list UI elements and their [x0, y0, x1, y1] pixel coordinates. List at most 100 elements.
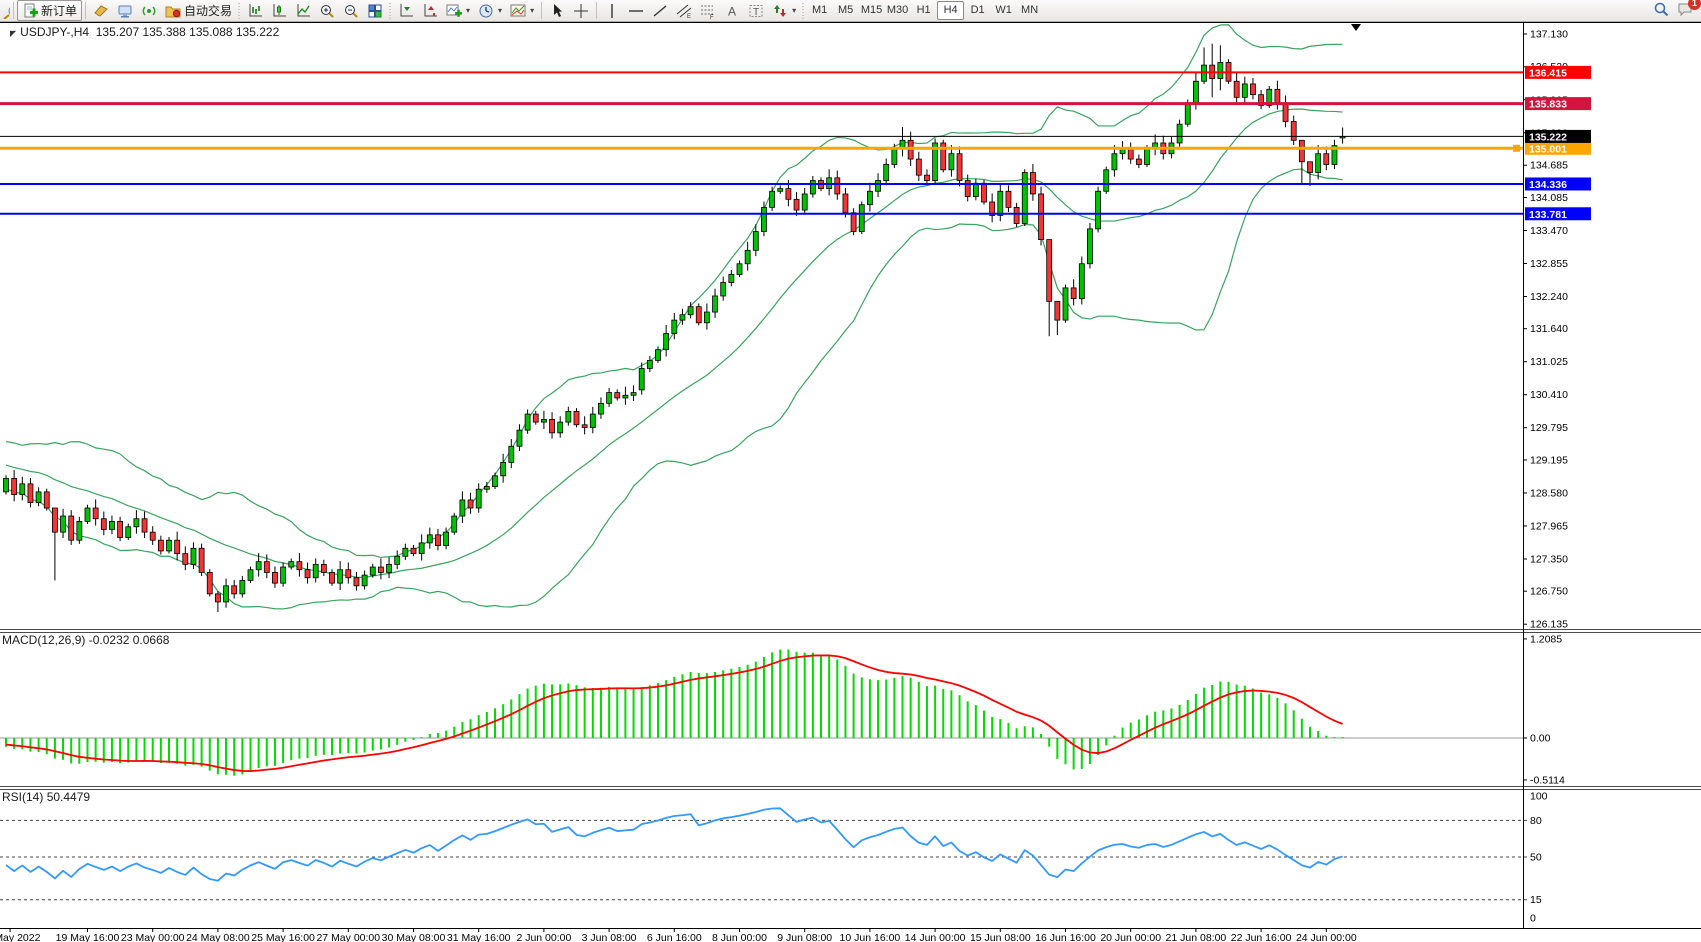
candle	[369, 566, 376, 576]
candle	[353, 577, 360, 587]
tf-W1[interactable]: W1	[995, 4, 1012, 16]
candle	[1290, 121, 1297, 141]
trendline-button[interactable]	[648, 1, 672, 20]
candle	[280, 566, 287, 584]
market-watch-icon	[118, 5, 132, 17]
tf-M5[interactable]: M5	[837, 4, 854, 16]
rsi-pane	[5, 807, 1343, 882]
candle	[320, 563, 327, 573]
vertical-line-button[interactable]	[600, 1, 624, 20]
tf-M1[interactable]: M1	[811, 4, 828, 16]
styler-button[interactable]	[89, 1, 113, 20]
time-tick-label: 23 May 00:00	[121, 932, 185, 942]
price-line-badge	[1525, 207, 1591, 221]
indicator-window-button[interactable]	[394, 1, 418, 20]
chart-shift-marker[interactable]	[1351, 24, 1361, 31]
candle	[361, 574, 368, 587]
tile-windows-button[interactable]	[363, 1, 387, 20]
time-tick-label: 24 May 08:00	[186, 932, 250, 942]
candle	[239, 580, 246, 595]
tf-D1[interactable]: D1	[970, 4, 985, 16]
chevron-down-icon: ▾	[466, 6, 471, 15]
arrows-button[interactable]: ▾	[768, 1, 800, 20]
add-indicator-button[interactable]: ▾	[442, 1, 474, 20]
search-icon[interactable]	[1653, 1, 1669, 17]
candle	[606, 392, 612, 404]
candle	[924, 174, 930, 181]
signals-button[interactable]	[137, 1, 161, 20]
tf-H1[interactable]: H1	[916, 4, 931, 16]
candle	[3, 478, 9, 493]
notification-badge: 1	[1688, 0, 1701, 10]
time-tick-label: 14 Jun 00:00	[905, 932, 966, 942]
time-tick-label: 24 Jun 00:00	[1296, 932, 1357, 942]
hline-handle[interactable]	[1513, 144, 1520, 152]
zoom-in-button[interactable]	[315, 1, 339, 20]
candle	[1241, 83, 1248, 98]
candle	[337, 569, 344, 584]
candle	[1046, 239, 1053, 302]
price-tick-label: 131.025	[1530, 356, 1568, 368]
period-button[interactable]: ▾	[474, 1, 506, 20]
candle	[1274, 88, 1281, 104]
candle	[581, 424, 588, 428]
tf-H4[interactable]: H4	[937, 1, 965, 20]
fibonacci-button[interactable]: F	[696, 1, 720, 20]
crosshair-button[interactable]	[569, 1, 593, 20]
toolbar: 新订单 自动交易	[0, 0, 1701, 22]
messages-button[interactable]: 1	[1677, 0, 1701, 17]
price-tick-label: 137.130	[1530, 29, 1568, 41]
zoom-out-button[interactable]	[339, 1, 363, 20]
price-line-badge	[1525, 97, 1591, 111]
candle	[704, 311, 710, 324]
price-tick-label: 131.640	[1530, 323, 1568, 335]
tf-MN[interactable]: MN	[1021, 4, 1039, 16]
market-watch-button[interactable]	[113, 1, 137, 20]
macd-values: -0.0232 0.0668	[88, 633, 170, 647]
candle	[451, 515, 458, 533]
tf-M30[interactable]: M30	[886, 4, 909, 16]
candle	[972, 182, 979, 198]
candle	[426, 534, 433, 544]
rsi-line	[5, 807, 1343, 882]
candle	[27, 483, 34, 504]
bar-chart-button[interactable]	[243, 1, 267, 20]
time-tick-label: 21 Jun 08:00	[1166, 932, 1227, 942]
template-button[interactable]: ▾	[506, 1, 538, 20]
time-tick-label: 27 May 00:00	[316, 932, 380, 942]
candle	[516, 429, 523, 447]
tf-M15[interactable]: M15	[860, 4, 883, 16]
new-order-icon	[24, 3, 38, 17]
clipped-edge-icon	[0, 3, 10, 19]
candle	[329, 572, 335, 584]
price-tick-label: 126.750	[1530, 586, 1568, 598]
horizontal-line-button[interactable]	[624, 1, 648, 20]
line-chart-button[interactable]	[291, 1, 315, 20]
candle	[1087, 228, 1093, 265]
cursor-button[interactable]	[545, 1, 569, 20]
crosshair-icon	[574, 3, 589, 18]
candlestick-chart-button[interactable]	[267, 1, 291, 20]
text-label-button[interactable]: T	[744, 1, 768, 20]
candle	[1054, 300, 1061, 321]
candle	[1331, 145, 1338, 165]
candle	[475, 488, 482, 509]
text-button[interactable]: A	[720, 1, 744, 20]
candle	[377, 566, 384, 573]
candle	[1298, 139, 1305, 163]
data-window-button[interactable]	[418, 1, 442, 20]
candle	[43, 491, 50, 509]
auto-trading-button[interactable]: 自动交易	[161, 1, 236, 20]
brush-icon	[94, 4, 108, 17]
time-tick-label: 31 May 16:00	[447, 932, 511, 942]
new-order-button[interactable]: 新订单	[17, 0, 83, 21]
candle	[92, 507, 99, 520]
candle	[1078, 263, 1085, 300]
collapse-arrow-icon[interactable]: ◤	[10, 29, 17, 38]
time-tick-label: 22 Jun 16:00	[1231, 932, 1292, 942]
candle	[744, 249, 751, 265]
channel-button[interactable]: E	[672, 1, 696, 20]
toolbar-right: 1	[1653, 0, 1701, 17]
time-tick-label: 20 Jun 00:00	[1100, 932, 1161, 942]
